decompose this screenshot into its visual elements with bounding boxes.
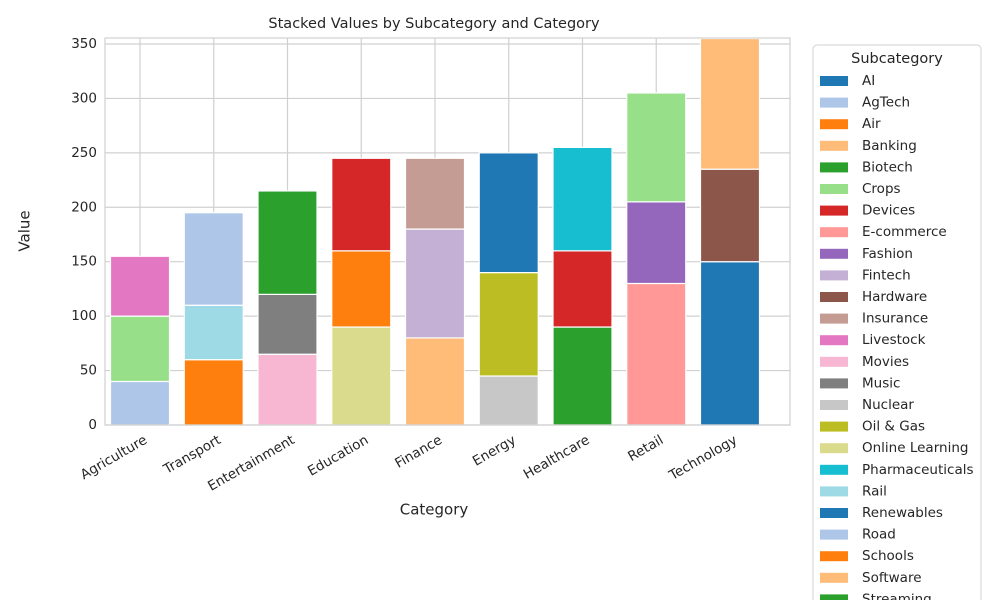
bar-segment (478, 152, 539, 274)
y-tick-label: 300 (71, 90, 97, 106)
legend-label: AI (862, 73, 875, 89)
bar-segment (183, 359, 244, 426)
legend-swatch (820, 335, 848, 346)
legend-label: E-commerce (862, 224, 947, 240)
bar-segment (699, 37, 761, 170)
legend-label: Music (862, 375, 900, 391)
y-tick-label: 350 (71, 36, 97, 52)
legend-swatch (820, 378, 848, 389)
legend-swatch (820, 292, 848, 302)
bar-segment (331, 157, 392, 252)
bar-segment (404, 157, 466, 230)
bar-segment (331, 326, 392, 426)
bar-segment (109, 380, 171, 426)
legend-swatch (820, 356, 848, 367)
legend-swatch (820, 421, 848, 432)
legend-swatch (820, 227, 848, 238)
legend-swatch (820, 248, 848, 259)
bar-segment (331, 250, 392, 328)
bar-segment (183, 212, 244, 306)
y-tick-label: 250 (71, 145, 97, 161)
y-tick-label: 200 (71, 199, 97, 215)
bar-segment (478, 271, 539, 377)
bar-segment (404, 228, 466, 339)
legend-swatch (820, 119, 848, 130)
legend-swatch (820, 529, 848, 540)
bar-segment (626, 92, 687, 203)
bar-segment (109, 255, 171, 317)
legend-label: Banking (862, 138, 917, 154)
y-tick-label: 100 (71, 308, 97, 324)
legend-label: Pharmaceuticals (862, 462, 974, 478)
plot-frame (104, 37, 791, 426)
bar-segment (626, 201, 687, 285)
bar-segment (699, 261, 761, 426)
bar-segment (552, 326, 613, 426)
y-axis-label: Value (16, 210, 34, 251)
legend-label: Biotech (862, 159, 913, 175)
legend-label: Insurance (862, 311, 928, 327)
legend-label: Oil & Gas (862, 419, 925, 435)
bar-segment (404, 337, 466, 426)
legend-label: Crops (862, 181, 901, 197)
legend-label: Air (862, 116, 881, 132)
legend-label: Hardware (862, 289, 927, 305)
legend-swatch (820, 313, 848, 324)
legend-swatch (820, 572, 848, 583)
legend-swatch (820, 594, 848, 600)
legend-label: Rail (862, 483, 887, 499)
legend-label: Software (862, 570, 922, 586)
legend-swatch (820, 464, 848, 475)
legend-swatch (820, 443, 848, 454)
bar-segment (257, 190, 318, 295)
legend-label: Nuclear (862, 397, 914, 413)
legend-label: AgTech (862, 95, 910, 111)
bar-segment (478, 375, 539, 426)
legend-title: Subcategory (851, 51, 943, 67)
legend-label: Renewables (862, 505, 943, 521)
legend-label: Movies (862, 354, 909, 370)
y-tick-label: 50 (80, 363, 97, 379)
legend-swatch (820, 551, 848, 562)
legend-swatch (820, 205, 848, 216)
y-tick-label: 150 (71, 254, 97, 270)
legend-label: Livestock (862, 332, 926, 348)
legend-label: Fashion (862, 246, 913, 262)
legend-swatch (820, 184, 848, 194)
legend-label: Road (862, 527, 896, 543)
legend-swatch (820, 508, 848, 518)
legend-swatch (820, 97, 848, 108)
legend-label: Streaming (862, 591, 932, 600)
x-axis-label: Category (400, 501, 469, 519)
bar-segment (552, 250, 613, 328)
legend-swatch (820, 486, 848, 497)
legend-swatch (820, 162, 848, 173)
bar-segment (257, 353, 318, 426)
legend-label: Schools (862, 548, 914, 564)
bar-segment (109, 315, 171, 383)
bar-segment (552, 146, 613, 252)
legend-swatch (820, 400, 848, 410)
legend-box (812, 44, 982, 600)
legend-label: Online Learning (862, 440, 968, 456)
bar-segment (699, 168, 761, 263)
legend-label: Fintech (862, 267, 911, 283)
y-tick-label: 0 (88, 417, 97, 433)
legend-swatch (820, 270, 848, 281)
legend-swatch (820, 76, 848, 86)
legend-swatch (820, 140, 848, 151)
bar-segment (626, 282, 687, 426)
chart-title: Stacked Values by Subcategory and Catego… (268, 16, 600, 32)
legend-label: Devices (862, 203, 915, 219)
bar-segment (257, 293, 318, 355)
bar-segment (183, 304, 244, 361)
